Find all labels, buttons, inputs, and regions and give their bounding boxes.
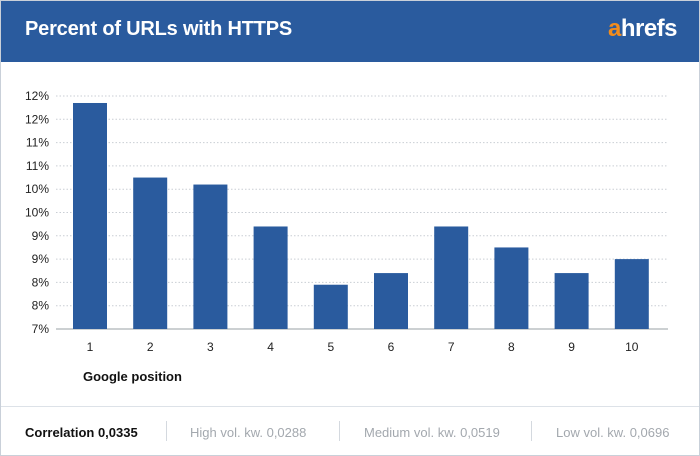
x-tick-label: 2	[147, 340, 154, 354]
x-tick-label: 4	[267, 340, 274, 354]
x-tick-label: 9	[568, 340, 575, 354]
x-tick-label: 8	[508, 340, 515, 354]
y-axis-ticks: 12% 12% 11% 11% 10% 10% 9% 9% 8% 8% 7%	[25, 89, 49, 336]
high-volume-stat: High vol. kw. 0,0288	[190, 425, 307, 440]
bar-position-8	[494, 247, 529, 329]
y-tick-label: 12%	[25, 89, 49, 103]
bar-position-7	[434, 226, 469, 329]
stats-footer: Correlation 0,0335 High vol. kw. 0,0288 …	[1, 406, 699, 456]
bars	[73, 102, 649, 329]
x-tick-label: 1	[87, 340, 94, 354]
chart-header: Percent of URLs with HTTPS ahrefs	[1, 1, 699, 62]
y-tick-label: 9%	[32, 229, 50, 243]
x-axis-label: Google position	[83, 369, 182, 384]
x-tick-label: 7	[448, 340, 455, 354]
bar-position-10	[614, 259, 649, 329]
y-tick-label: 7%	[32, 322, 50, 336]
x-tick-label: 3	[207, 340, 214, 354]
ahrefs-logo[interactable]: ahrefs	[607, 15, 678, 43]
x-tick-label: 5	[327, 340, 334, 354]
y-tick-label: 8%	[32, 299, 50, 313]
logo-wordmark: hrefs	[620, 15, 678, 42]
correlation-stat: Correlation 0,0335	[25, 425, 138, 440]
x-tick-label: 10	[625, 340, 639, 354]
divider	[166, 421, 167, 441]
bar-position-1	[73, 102, 107, 329]
bar-position-4	[253, 226, 288, 329]
y-tick-label: 8%	[32, 275, 50, 289]
bar-position-5	[313, 284, 348, 329]
bar-position-3	[193, 184, 228, 329]
y-tick-label: 10%	[25, 206, 49, 220]
bar-position-9	[554, 273, 589, 329]
divider	[339, 421, 340, 441]
bar-position-6	[374, 273, 408, 329]
logo-letter-a: a	[607, 15, 621, 42]
bar-position-2	[133, 177, 168, 329]
y-tick-label: 10%	[25, 182, 49, 196]
medium-volume-stat: Medium vol. kw. 0,0519	[364, 425, 500, 440]
y-tick-label: 11%	[26, 159, 49, 173]
divider	[531, 421, 532, 441]
y-tick-label: 9%	[32, 252, 50, 266]
y-tick-label: 12%	[25, 112, 49, 126]
x-axis-ticks: 1 2 3 4 5 6 7 8 9 10	[87, 340, 639, 354]
bar-chart: 12% 12% 11% 11% 10% 10% 9% 9% 8% 8% 7% 1 2 3 4 5 6 7 8 9 10…	[25, 89, 668, 384]
y-tick-label: 11%	[26, 136, 49, 150]
x-tick-label: 6	[388, 340, 395, 354]
chart-title: Percent of URLs with HTTPS	[25, 18, 293, 40]
low-volume-stat: Low vol. kw. 0,0696	[556, 425, 670, 440]
